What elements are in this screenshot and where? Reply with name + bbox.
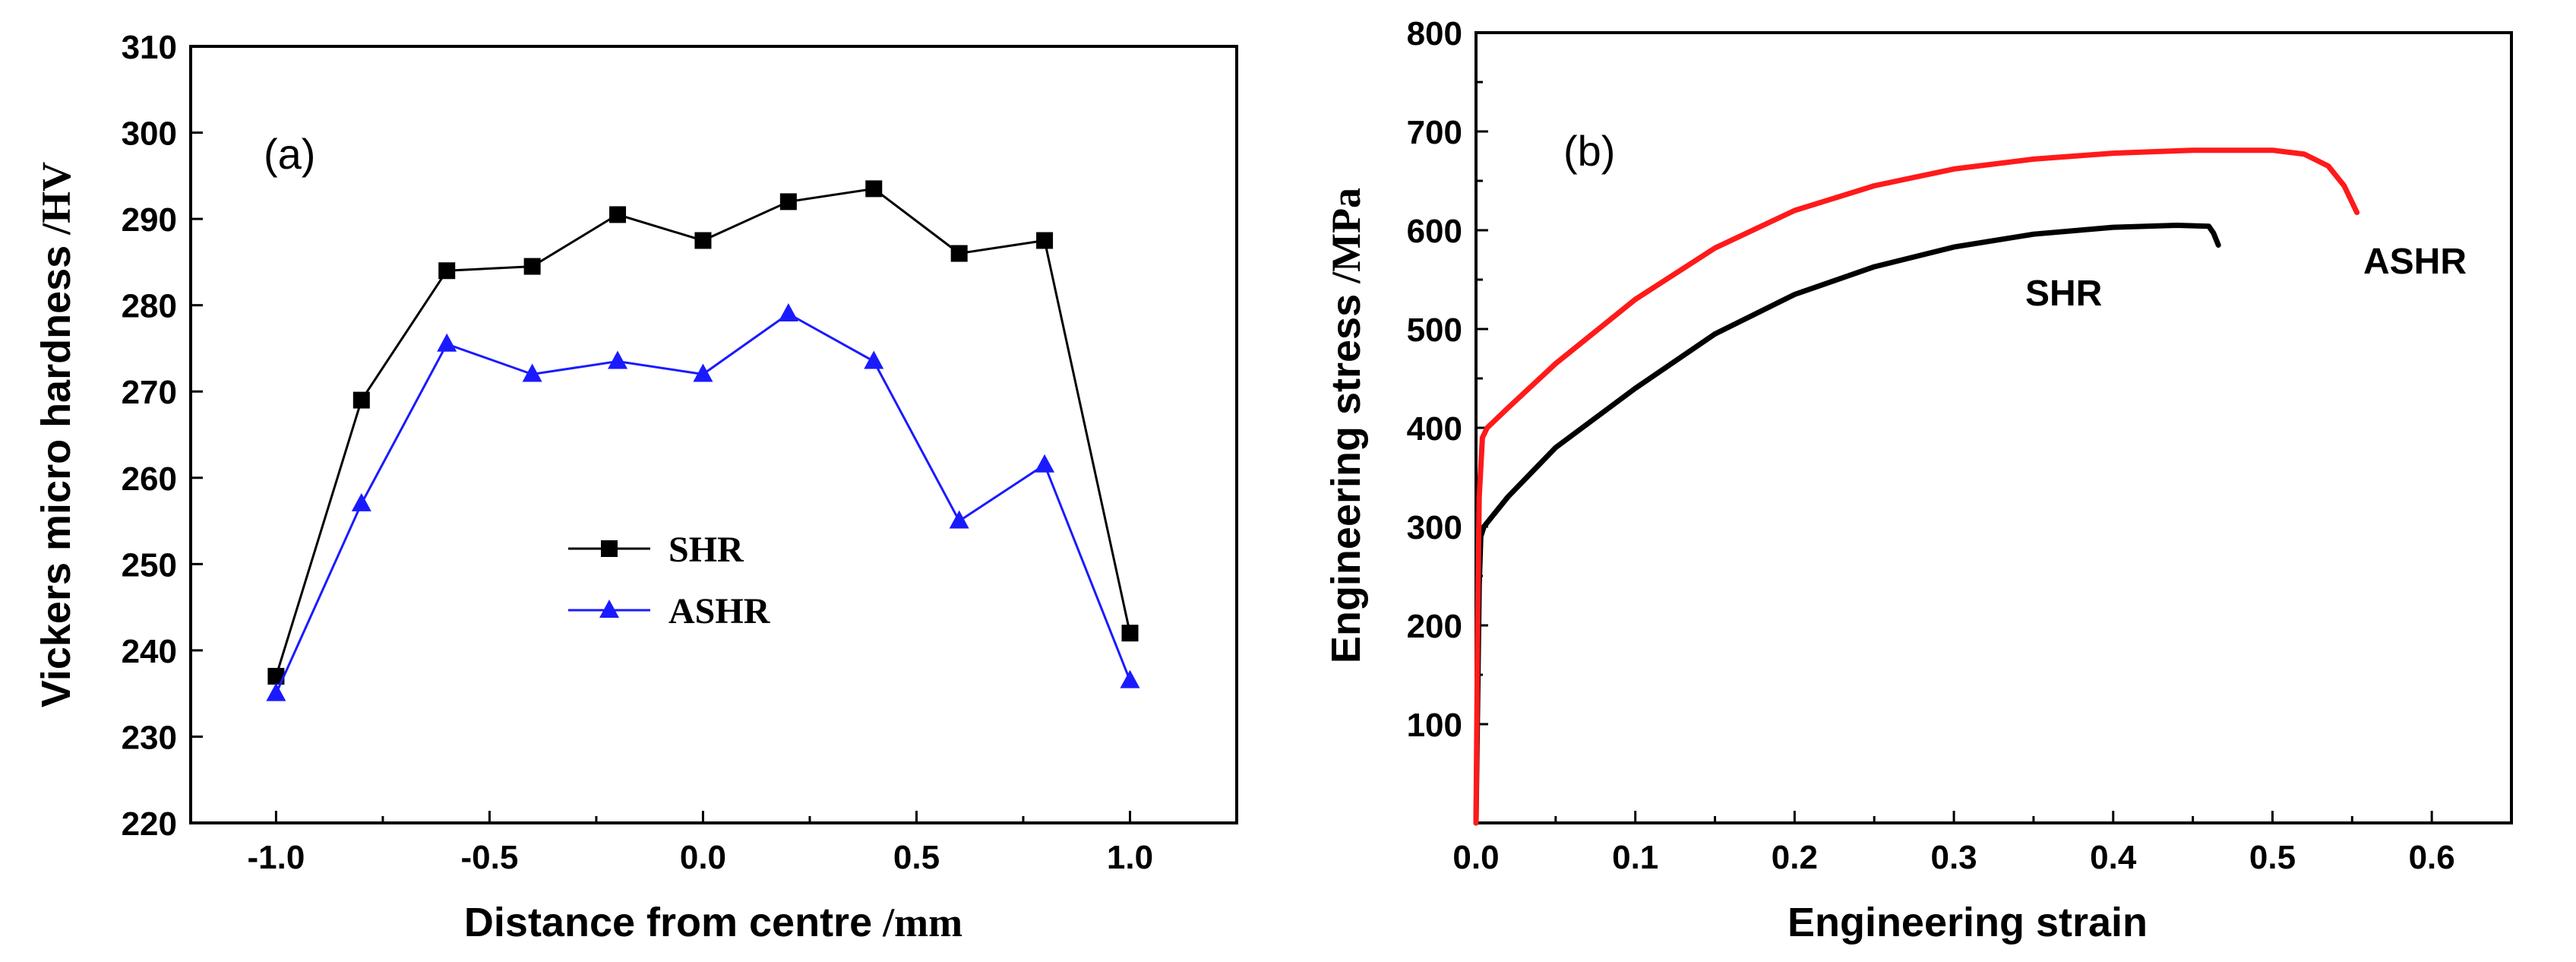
data-point-shr bbox=[694, 232, 712, 249]
panel-a-hardness-chart: -1.0 -0.5 0.0 0.5 1.0 220 230 240 250 260 270 280 29… bbox=[33, 29, 1238, 945]
y-tick-label: 260 bbox=[122, 460, 177, 498]
y-tick-label: 270 bbox=[122, 374, 177, 411]
y-tick-label: 200 bbox=[1407, 608, 1462, 645]
data-point-ashr bbox=[266, 682, 286, 701]
panel-b-plot-frame bbox=[1474, 31, 2513, 824]
data-point-shr bbox=[352, 391, 370, 409]
legend-shr-marker bbox=[601, 540, 618, 557]
y-tick-label: 300 bbox=[122, 116, 177, 153]
y-tick-label: 300 bbox=[1407, 509, 1462, 546]
x-tick-label: 0.3 bbox=[1930, 839, 1977, 876]
panel-a-ticks: -1.0 -0.5 0.0 0.5 1.0 220 230 240 250 260 270 280 29… bbox=[122, 29, 1153, 876]
x-tick-label: 0.2 bbox=[1772, 839, 1818, 876]
data-point-shr bbox=[609, 206, 627, 223]
data-point-shr bbox=[267, 667, 285, 685]
data-point-ashr bbox=[778, 303, 798, 322]
data-point-ashr bbox=[522, 363, 542, 382]
panel-a-plot-frame bbox=[189, 45, 1238, 824]
y-tick-label: 230 bbox=[122, 719, 177, 756]
panel-b-y-axis-title: Engineering stress/MPa bbox=[1323, 188, 1369, 663]
x-tick-label: 0.1 bbox=[1612, 839, 1658, 876]
x-tick-label: 0.0 bbox=[1452, 839, 1499, 876]
y-tick-label: 240 bbox=[122, 633, 177, 670]
series-curve-shr bbox=[1473, 223, 2221, 826]
x-tick-label: -1.0 bbox=[247, 839, 305, 876]
data-point-ashr bbox=[1035, 454, 1055, 473]
x-tick-label: 0.0 bbox=[680, 839, 726, 876]
y-tick-label: 220 bbox=[122, 805, 177, 843]
y-tick-label: 800 bbox=[1407, 15, 1462, 52]
data-point-ashr bbox=[608, 350, 628, 369]
panel-a-series bbox=[266, 180, 1140, 701]
series-curve-ashr bbox=[1473, 147, 2360, 826]
y-tick-label: 400 bbox=[1407, 410, 1462, 448]
y-tick-label: 250 bbox=[122, 546, 177, 584]
y-tick-label: 280 bbox=[122, 288, 177, 325]
annotation-ashr: ASHR bbox=[2363, 242, 2467, 282]
x-tick-label: 0.5 bbox=[2249, 839, 2296, 876]
legend-ashr-label: ASHR bbox=[668, 591, 771, 631]
panel-a-x-axis-title: Distance from centre/mm bbox=[464, 900, 962, 945]
y-tick-label: 290 bbox=[122, 201, 177, 239]
panel-a-y-axis-title: Vickers micro hardness/HV bbox=[33, 162, 79, 707]
data-point-shr bbox=[1036, 232, 1054, 249]
data-point-ashr bbox=[437, 333, 457, 352]
data-point-shr bbox=[1121, 625, 1139, 642]
y-tick-label: 310 bbox=[122, 29, 177, 66]
data-point-shr bbox=[865, 180, 883, 198]
y-tick-label: 600 bbox=[1407, 213, 1462, 250]
data-point-shr bbox=[779, 193, 797, 210]
data-point-shr bbox=[438, 262, 456, 280]
y-tick-label: 100 bbox=[1407, 707, 1462, 744]
data-point-ashr bbox=[693, 363, 713, 382]
annotation-shr: SHR bbox=[2025, 274, 2102, 314]
legend-ashr-marker bbox=[599, 600, 619, 618]
panel-a-legend: SHR ASHR bbox=[568, 530, 771, 631]
data-point-shr bbox=[523, 258, 541, 275]
x-tick-label: 0.6 bbox=[2409, 839, 2455, 876]
data-point-shr bbox=[950, 245, 968, 262]
x-tick-label: 1.0 bbox=[1107, 839, 1153, 876]
panel-b-label: (b) bbox=[1563, 127, 1615, 175]
y-tick-label: 500 bbox=[1407, 312, 1462, 349]
panel-b-series bbox=[1473, 147, 2360, 826]
data-point-ashr bbox=[949, 510, 969, 529]
panel-b-tensile-chart: 0.0 0.1 0.2 0.3 0.4 0.5 0.6 100 200 300 400 500 600 7… bbox=[1323, 15, 2513, 945]
data-point-ashr bbox=[1120, 669, 1140, 688]
x-tick-label: 0.4 bbox=[2090, 839, 2137, 876]
panel-a-label: (a) bbox=[264, 130, 315, 178]
x-tick-label: -0.5 bbox=[461, 839, 519, 876]
panel-b-ticks: 0.0 0.1 0.2 0.3 0.4 0.5 0.6 100 200 300 400 500 600 7… bbox=[1407, 15, 2455, 876]
panel-b-x-axis-title: Engineering strain bbox=[1787, 900, 2148, 945]
legend-shr-label: SHR bbox=[668, 530, 744, 570]
y-tick-label: 700 bbox=[1407, 114, 1462, 151]
data-point-ashr bbox=[351, 492, 371, 511]
data-point-ashr bbox=[864, 350, 884, 369]
x-tick-label: 0.5 bbox=[893, 839, 940, 876]
